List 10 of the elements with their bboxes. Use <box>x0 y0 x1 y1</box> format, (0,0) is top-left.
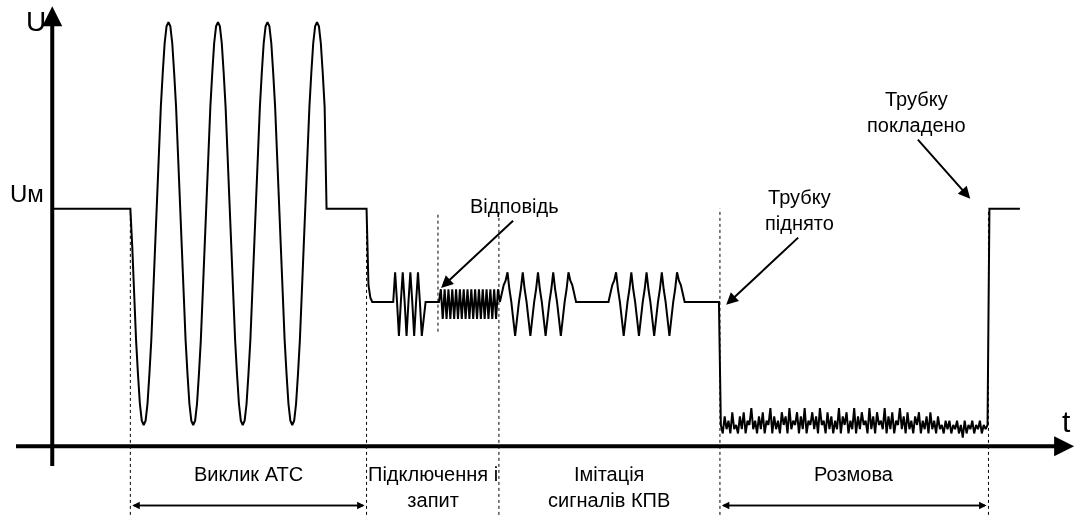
annotation: Трубку покладено <box>867 88 966 136</box>
annotation: Трубку піднято <box>765 186 834 234</box>
text: Розмова <box>814 463 894 485</box>
annotation: Відповідь <box>470 195 559 217</box>
y-axis-title: U <box>26 6 47 37</box>
text: Uм <box>10 180 44 207</box>
text: Виклик АТС <box>194 463 304 485</box>
text: Підключення і запит <box>368 463 499 511</box>
text: Імітація сигналів КПВ <box>548 463 671 511</box>
x-axis-title: t <box>1062 405 1071 438</box>
